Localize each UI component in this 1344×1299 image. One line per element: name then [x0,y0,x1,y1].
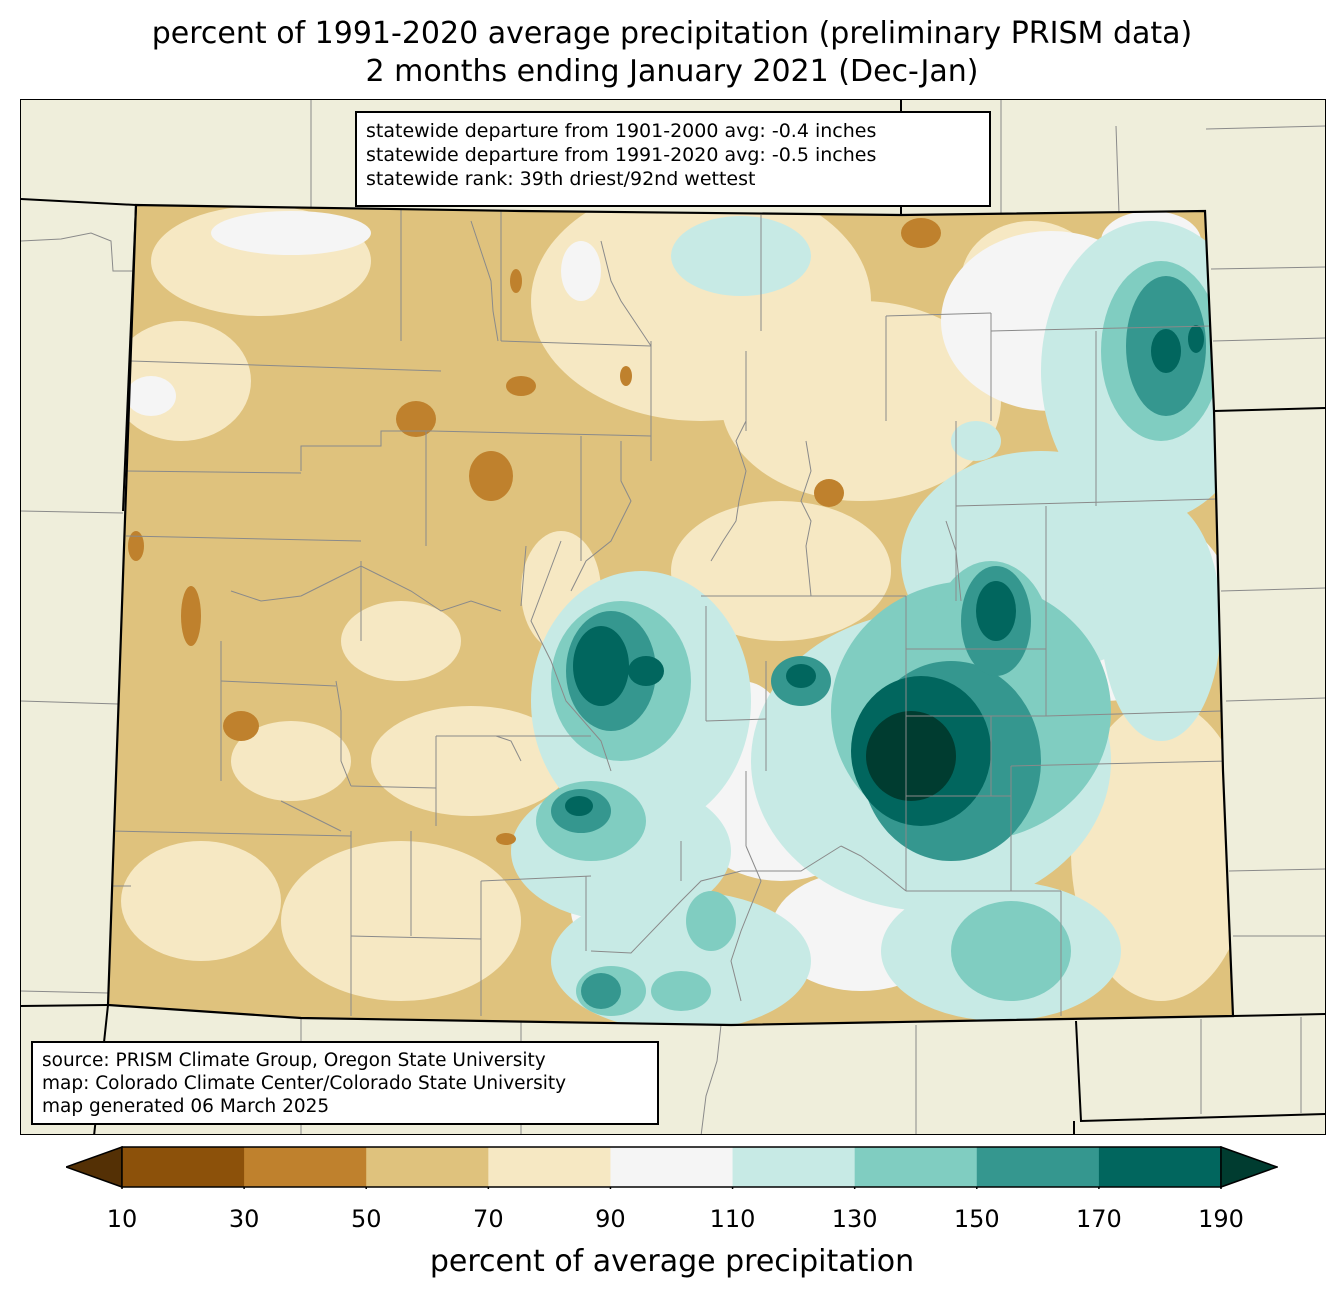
zone-over-190 [866,711,956,801]
zone-30-50 [128,218,941,845]
colorbar-tick-label: 110 [709,1205,756,1233]
colorbar-tick-label: 150 [953,1205,1000,1233]
colorbar-bin [488,1147,611,1187]
stats-line-rank: statewide rank: 39th driest/92nd wettest [366,168,756,190]
colorbar-tick-label: 130 [831,1205,878,1233]
colorbar-tick-label: 190 [1198,1205,1244,1233]
colorbar-bin [366,1147,489,1187]
stats-line-departure-1991: statewide departure from 1991-2020 avg: … [366,144,877,166]
colorbar-tick-marks [121,1187,1222,1189]
colorbar-under-arrow [66,1146,123,1189]
colorbar-tick-label: 90 [595,1205,626,1233]
colorbar-tick-label: 70 [473,1205,504,1233]
colorbar-tick-label: 10 [106,1205,138,1233]
stats-line-departure-1901: statewide departure from 1901-2000 avg: … [366,120,877,142]
colorado-state-border [106,203,1235,1027]
colorbar-bins [121,1146,1222,1188]
precipitation-map [20,99,1326,1135]
colorbar-tick-label: 30 [228,1205,260,1233]
colorbar-bin [610,1147,734,1187]
colorbar-bin [1098,1147,1222,1187]
map-title: percent of 1991-2020 average precipitati… [151,16,1193,51]
county-lines [108,209,1227,1016]
colorbar [66,1146,1278,1189]
generated-date-line: map generated 06 March 2025 [42,1096,330,1117]
colorbar-tick-label: 50 [350,1205,382,1233]
colorbar-bin [854,1147,978,1187]
colorbar-bin [976,1147,1100,1187]
colorbar-bin [244,1147,367,1187]
colorbar-bin [122,1147,245,1187]
colorbar-label: percent of average precipitation [429,1244,915,1279]
statewide-stats-box: statewide departure from 1901-2000 avg: … [355,111,991,207]
map-credit-line: map: Colorado Climate Center/Colorado St… [42,1073,567,1094]
source-credit-box: source: PRISM Climate Group, Oregon Stat… [31,1041,659,1125]
precipitation-field [108,205,1233,1025]
map-canvas [21,100,1325,1134]
colorbar-tick-label: 170 [1075,1205,1122,1233]
colorbar-over-arrow [1220,1146,1278,1189]
colorbar-bin [732,1147,856,1187]
map-subtitle: 2 months ending January 2021 (Dec-Jan) [365,54,979,89]
source-line: source: PRISM Climate Group, Oregon Stat… [42,1050,546,1071]
